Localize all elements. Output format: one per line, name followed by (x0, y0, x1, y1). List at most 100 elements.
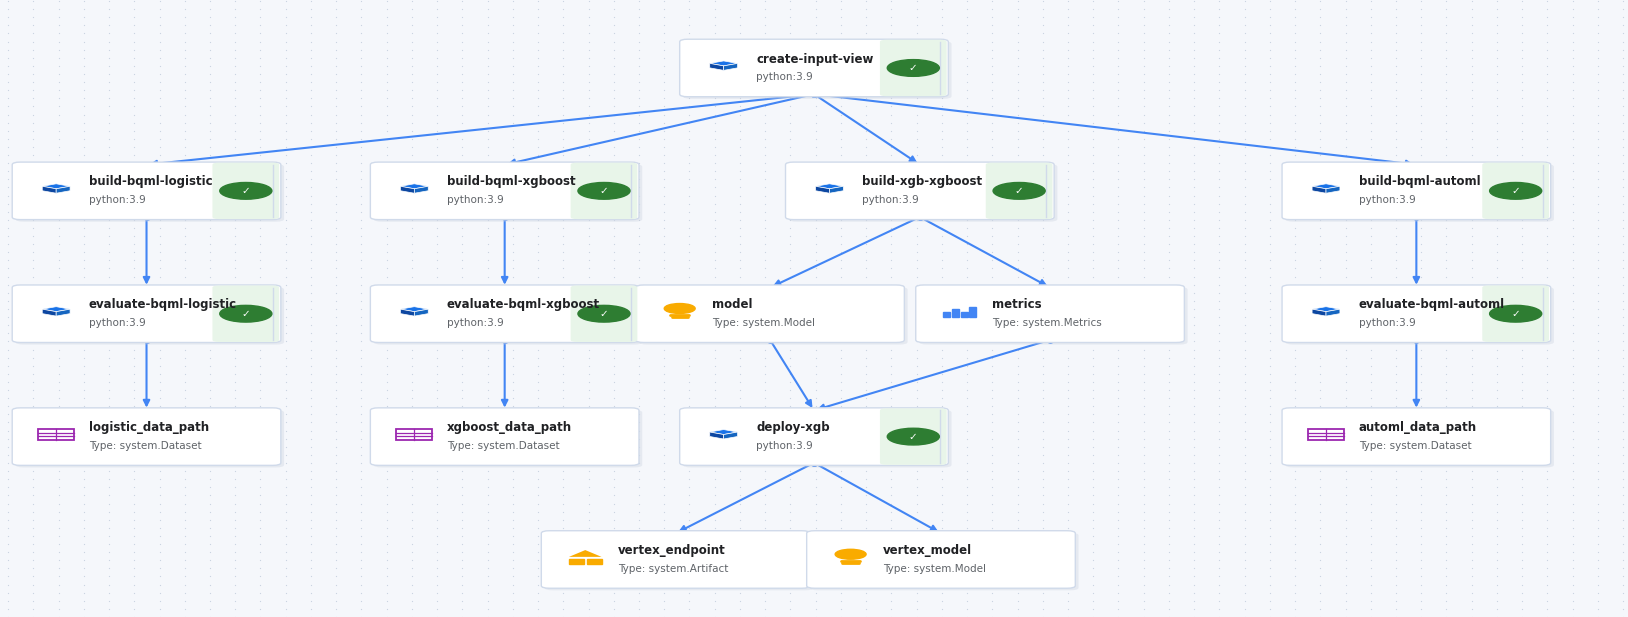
Point (1055, 515, 1081, 524)
Point (524, 515, 550, 524)
Point (1081, 45, 1107, 55)
Point (272, 555, 300, 565)
Point (1332, 555, 1358, 565)
Point (20, 263, 46, 273)
Point (1130, 515, 1156, 524)
Point (500, 547, 526, 557)
Polygon shape (710, 432, 723, 439)
Point (1081, 69, 1107, 79)
Point (221, 458, 249, 468)
Point (1483, 191, 1509, 201)
Point (96, 126, 122, 136)
Point (1358, 361, 1384, 371)
Point (1029, 385, 1055, 395)
Point (752, 167, 778, 176)
Point (904, 434, 930, 444)
Point (96, 271, 122, 281)
Point (827, 223, 853, 233)
Point (1332, 491, 1358, 500)
Point (702, 361, 728, 371)
Point (1433, 385, 1459, 395)
Point (122, 183, 147, 193)
Point (348, 491, 374, 500)
Point (1004, 263, 1031, 273)
Circle shape (887, 428, 939, 445)
Point (677, 369, 703, 379)
Point (247, 426, 274, 436)
Point (96, 312, 122, 322)
Point (601, 336, 627, 346)
Point (1382, 126, 1408, 136)
Point (778, 612, 804, 617)
Point (1332, 499, 1358, 508)
Point (752, 612, 778, 617)
Point (524, 499, 550, 508)
Point (1358, 466, 1384, 476)
Point (677, 215, 703, 225)
Point (1004, 393, 1031, 403)
Point (1130, 312, 1156, 322)
Point (46, 353, 72, 363)
Point (0, 377, 21, 387)
Point (449, 588, 475, 598)
Point (677, 77, 703, 87)
Point (322, 199, 350, 209)
Point (122, 77, 147, 87)
Point (1105, 612, 1131, 617)
Point (500, 280, 526, 289)
Point (1307, 612, 1333, 617)
Point (0, 199, 21, 209)
Point (173, 410, 199, 420)
Point (904, 45, 930, 55)
Point (1182, 466, 1208, 476)
Point (1156, 491, 1182, 500)
Point (72, 85, 98, 95)
Point (1283, 118, 1309, 128)
Point (247, 101, 274, 111)
Point (1610, 134, 1628, 144)
Point (1029, 118, 1055, 128)
Point (46, 434, 72, 444)
Point (1156, 296, 1182, 306)
Point (0, 353, 21, 363)
Point (524, 320, 550, 330)
Point (752, 563, 778, 573)
Point (197, 410, 223, 420)
Point (197, 434, 223, 444)
Point (803, 418, 829, 428)
Point (1534, 110, 1560, 120)
Point (1534, 0, 1560, 6)
Point (1029, 596, 1055, 606)
Point (72, 93, 98, 103)
Point (1408, 336, 1434, 346)
Point (423, 426, 449, 436)
Point (524, 474, 550, 484)
Point (778, 0, 804, 6)
Point (272, 474, 300, 484)
Point (399, 304, 425, 314)
Point (1283, 183, 1309, 193)
Point (1586, 482, 1612, 492)
Point (122, 410, 147, 420)
Point (726, 353, 752, 363)
Point (1408, 0, 1434, 6)
Point (1332, 604, 1358, 614)
Point (449, 69, 475, 79)
Point (1182, 45, 1208, 55)
Point (550, 507, 576, 516)
Point (1105, 134, 1131, 144)
Point (147, 183, 173, 193)
Point (399, 539, 425, 549)
Point (879, 280, 905, 289)
Point (1283, 499, 1309, 508)
Point (20, 474, 46, 484)
Point (1130, 158, 1156, 168)
Point (1156, 12, 1182, 22)
Point (423, 304, 449, 314)
Point (173, 118, 199, 128)
Point (173, 280, 199, 289)
Point (827, 69, 853, 79)
Point (1358, 118, 1384, 128)
Point (550, 215, 576, 225)
Point (1560, 361, 1586, 371)
